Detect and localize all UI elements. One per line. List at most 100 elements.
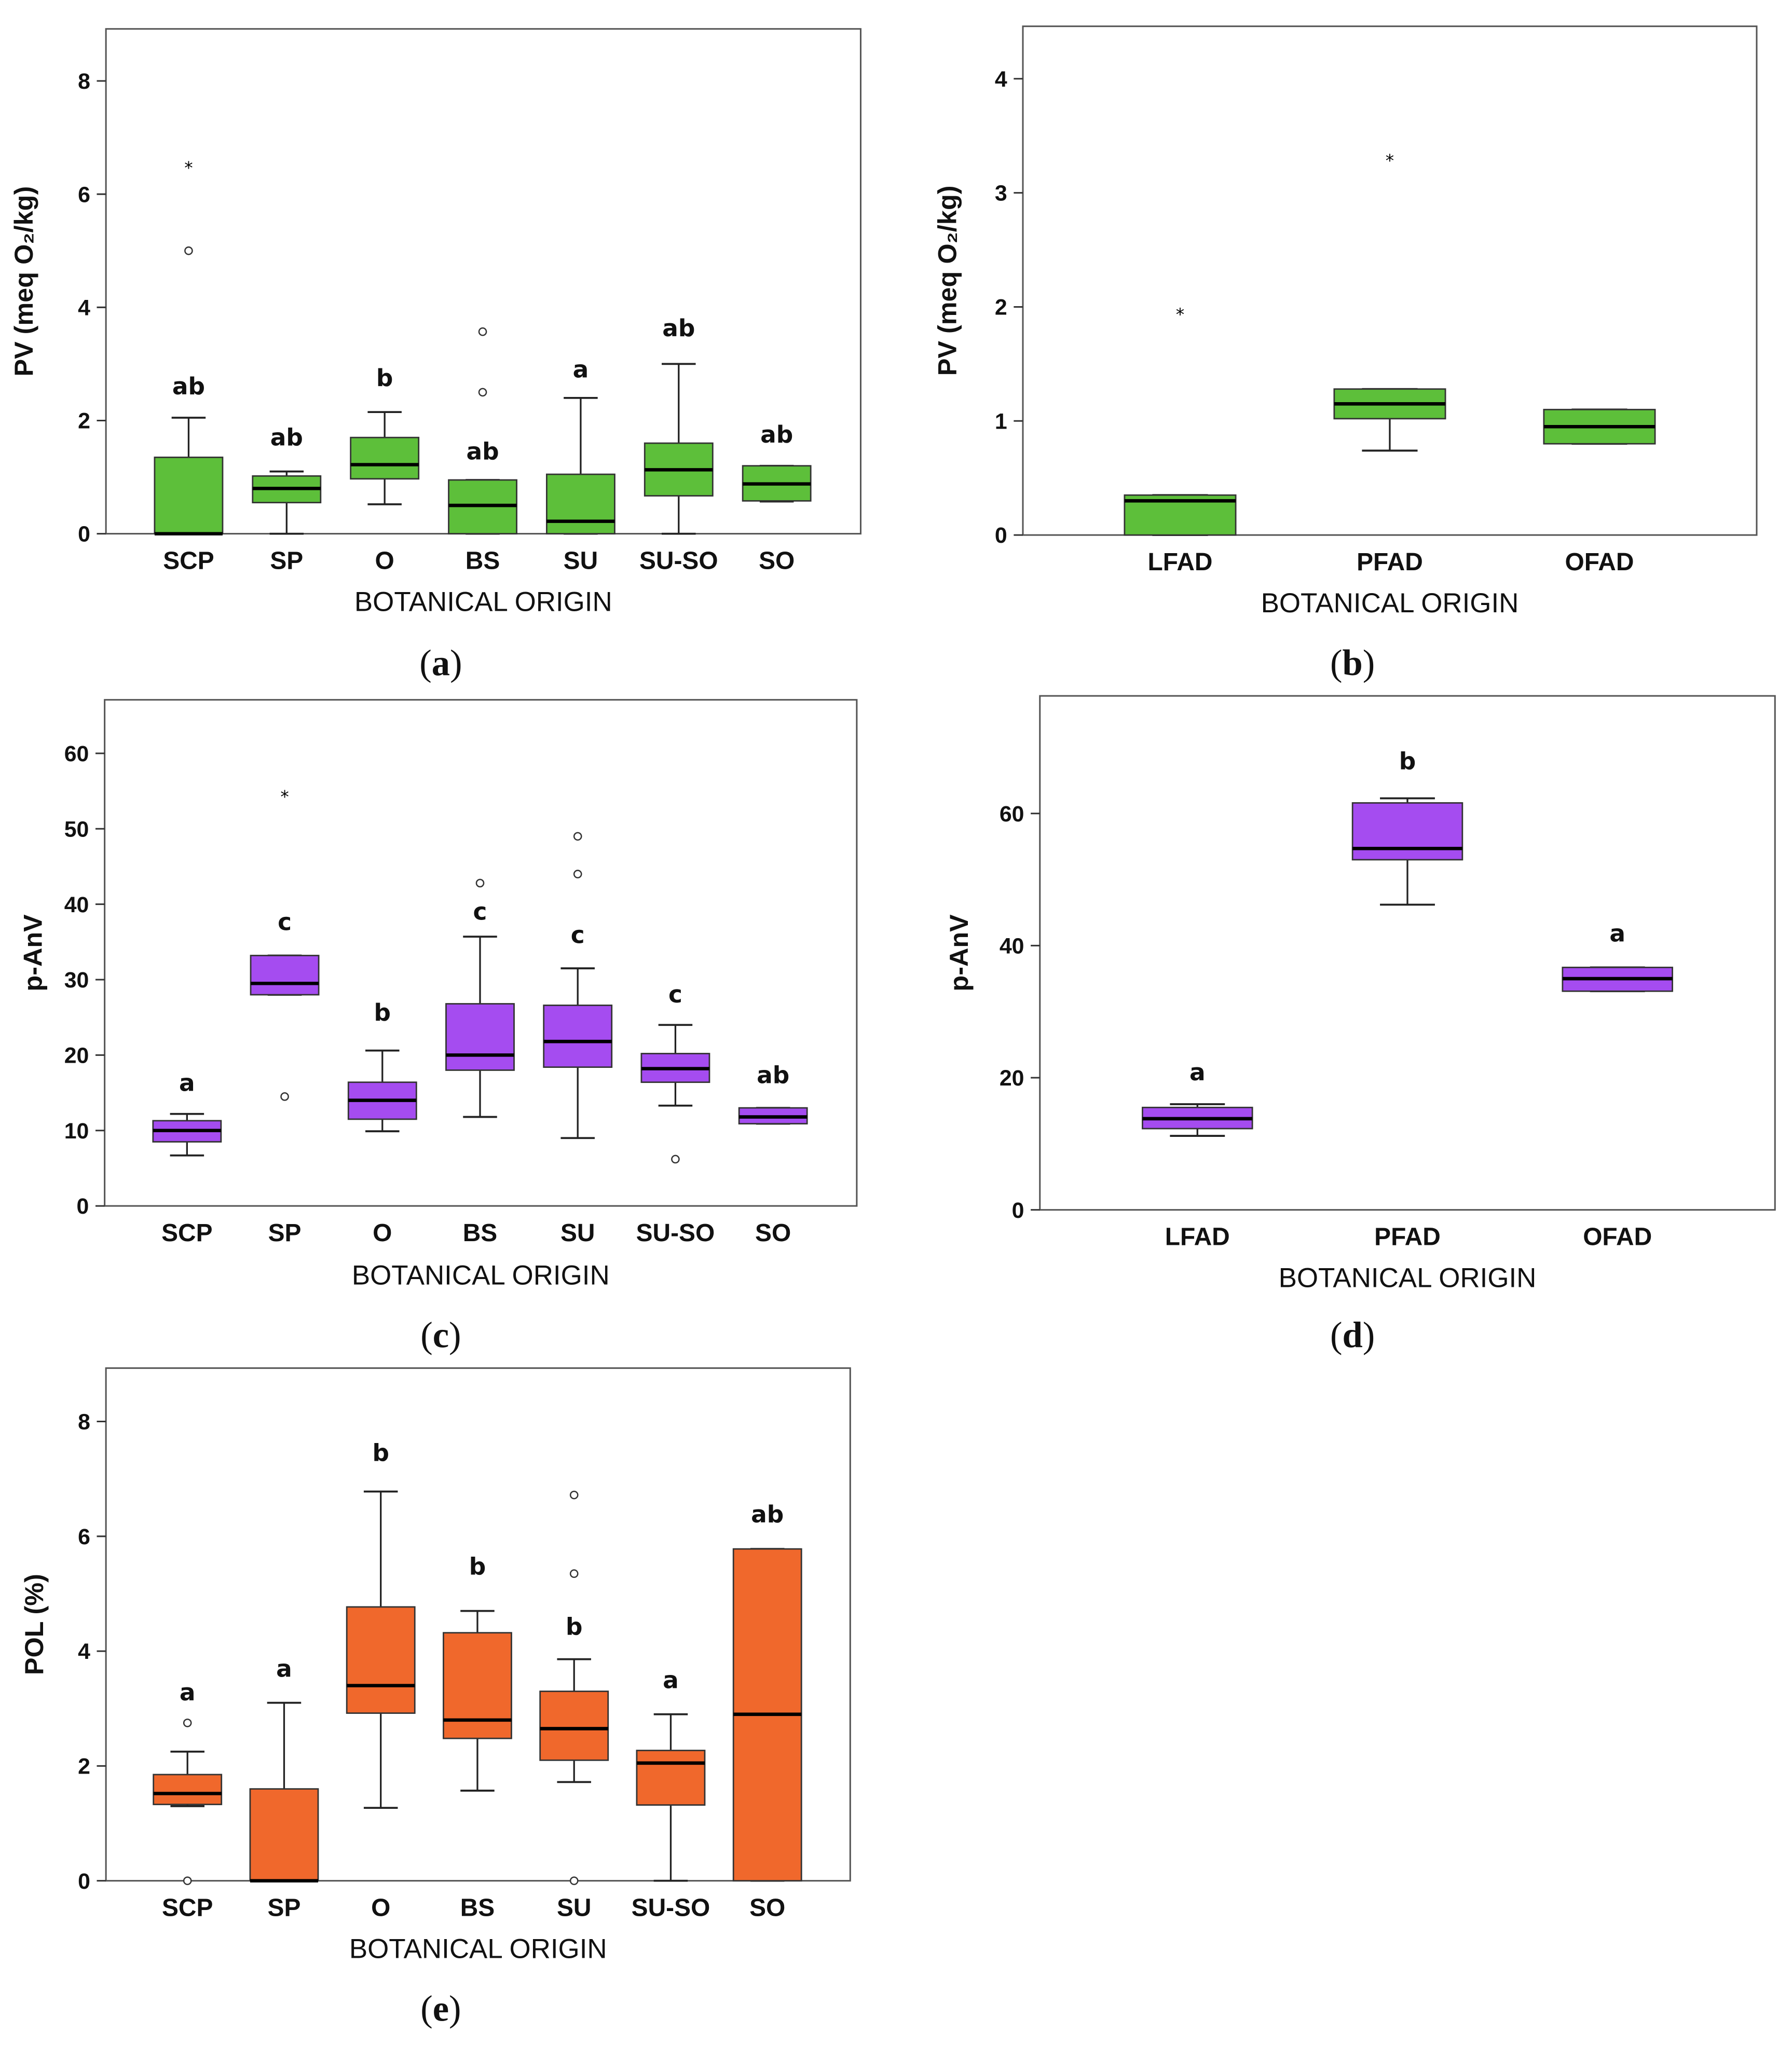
x-tick-label: O xyxy=(371,1894,390,1922)
x-tick-label: BS xyxy=(466,547,500,575)
x-axis-label: BOTANICAL ORIGIN xyxy=(354,586,612,617)
outlier-point xyxy=(671,1155,680,1164)
box-BS: ab xyxy=(448,327,517,535)
significance-letter: c xyxy=(278,909,292,936)
significance-letter: b xyxy=(374,999,391,1026)
box-SU: a xyxy=(545,355,615,535)
significance-letter: ab xyxy=(270,423,303,451)
panel-caption: (e) xyxy=(420,1988,461,2029)
x-tick-label: SCP xyxy=(163,547,214,575)
panel-caption: (a) xyxy=(419,643,462,683)
y-tick-label: 0 xyxy=(78,522,90,547)
significance-letter: a xyxy=(1609,920,1625,947)
iqr-box xyxy=(443,1632,512,1739)
outlier-point xyxy=(475,878,485,888)
significance-letter: b xyxy=(566,1613,582,1641)
y-axis-label: PV (meq O₂/kg) xyxy=(932,185,962,376)
plot-frame xyxy=(1022,25,1758,536)
box-PFAD: b xyxy=(1351,747,1463,906)
significance-letter: ab xyxy=(662,314,695,342)
outlier-point xyxy=(184,246,193,255)
iqr-box xyxy=(153,1774,223,1805)
outlier-point xyxy=(569,1490,579,1500)
box-OFAD: a xyxy=(1562,920,1673,993)
outlier-point xyxy=(183,1719,192,1727)
significance-letter: ab xyxy=(757,1062,789,1089)
significance-letter: c xyxy=(473,898,487,925)
caption-letter: c xyxy=(433,1315,449,1355)
box-PFAD: * xyxy=(1333,151,1446,452)
caption-paren: ) xyxy=(1363,1315,1375,1355)
box-SCP: a xyxy=(152,1069,222,1157)
outlier-point xyxy=(183,1876,192,1885)
x-tick-label: O xyxy=(373,1219,392,1247)
x-axis-label: BOTANICAL ORIGIN xyxy=(352,1260,610,1290)
extreme-point: * xyxy=(280,787,289,807)
significance-letter: b xyxy=(469,1553,486,1581)
significance-letter: a xyxy=(276,1655,292,1683)
significance-letter: b xyxy=(1399,747,1416,775)
box-SP: a xyxy=(249,1655,319,1883)
y-tick-label: 60 xyxy=(1000,802,1024,827)
box-O: b xyxy=(346,1439,416,1809)
significance-letter: a xyxy=(179,1069,195,1096)
significance-letter: ab xyxy=(467,438,499,465)
x-tick-label: SU-SO xyxy=(632,1894,710,1922)
panel-caption: (b) xyxy=(1330,643,1375,683)
y-tick-label: 1 xyxy=(995,409,1007,434)
caption-letter: d xyxy=(1343,1315,1363,1355)
box-SO: ab xyxy=(732,1501,802,1882)
significance-letter: ab xyxy=(760,421,793,448)
box-LFAD: a xyxy=(1142,1059,1253,1137)
significance-letter: c xyxy=(668,981,682,1008)
significance-letter: ab xyxy=(172,373,205,400)
y-axis-label: p-AnV xyxy=(18,914,48,992)
x-tick-label: SU xyxy=(557,1894,592,1922)
panel-b: 0 1 2 3 4 LFAD PFAD OFAD * * BOTANICAL ORIGIN PV (m… xyxy=(932,25,1758,683)
box-SU-SO: a xyxy=(636,1667,706,1882)
outlier-point xyxy=(478,388,487,397)
caption-paren: ( xyxy=(1330,643,1343,683)
y-axis-label: PV (meq O₂/kg) xyxy=(9,186,38,377)
iqr-box xyxy=(636,1750,706,1806)
significance-letter: a xyxy=(1189,1059,1206,1086)
x-tick-label: OFAD xyxy=(1583,1224,1652,1251)
y-tick-label: 6 xyxy=(78,1524,90,1549)
iqr-box xyxy=(1351,802,1463,861)
y-tick-label: 0 xyxy=(1012,1198,1024,1223)
significance-letter: a xyxy=(180,1679,196,1706)
x-tick-label: SU-SO xyxy=(639,547,718,575)
y-tick-label: 8 xyxy=(78,69,90,94)
box-OFAD xyxy=(1543,408,1656,445)
significance-letter: ab xyxy=(751,1501,784,1528)
y-tick-label: 2 xyxy=(78,1754,90,1779)
outlier-point xyxy=(573,832,582,841)
caption-paren: ) xyxy=(1363,643,1375,683)
x-tick-label: PFAD xyxy=(1374,1224,1441,1251)
y-tick-label: 4 xyxy=(78,295,90,320)
x-tick-label: SO xyxy=(759,547,795,575)
iqr-box xyxy=(249,1788,319,1882)
box-BS: c xyxy=(445,878,515,1118)
y-tick-label: 0 xyxy=(78,1869,90,1894)
box-BS: b xyxy=(443,1553,512,1792)
y-tick-label: 20 xyxy=(64,1043,89,1068)
y-tick-label: 2 xyxy=(78,409,90,434)
outlier-point xyxy=(573,870,582,878)
x-tick-label: SU xyxy=(560,1219,595,1247)
significance-letter: a xyxy=(573,355,589,383)
x-tick-label: SP xyxy=(268,1894,301,1922)
x-tick-label: SCP xyxy=(161,1219,212,1247)
x-tick-label: SU xyxy=(564,547,598,575)
outlier-point xyxy=(478,327,487,336)
box-SCP: a xyxy=(153,1679,223,1885)
significance-letter: c xyxy=(571,921,585,949)
y-tick-label: 30 xyxy=(64,968,89,993)
y-tick-label: 8 xyxy=(78,1410,90,1435)
caption-paren: ) xyxy=(449,1988,461,2029)
significance-letter: b xyxy=(372,1439,389,1467)
box-SU-SO: c xyxy=(640,981,710,1164)
box-O: b xyxy=(350,364,420,505)
